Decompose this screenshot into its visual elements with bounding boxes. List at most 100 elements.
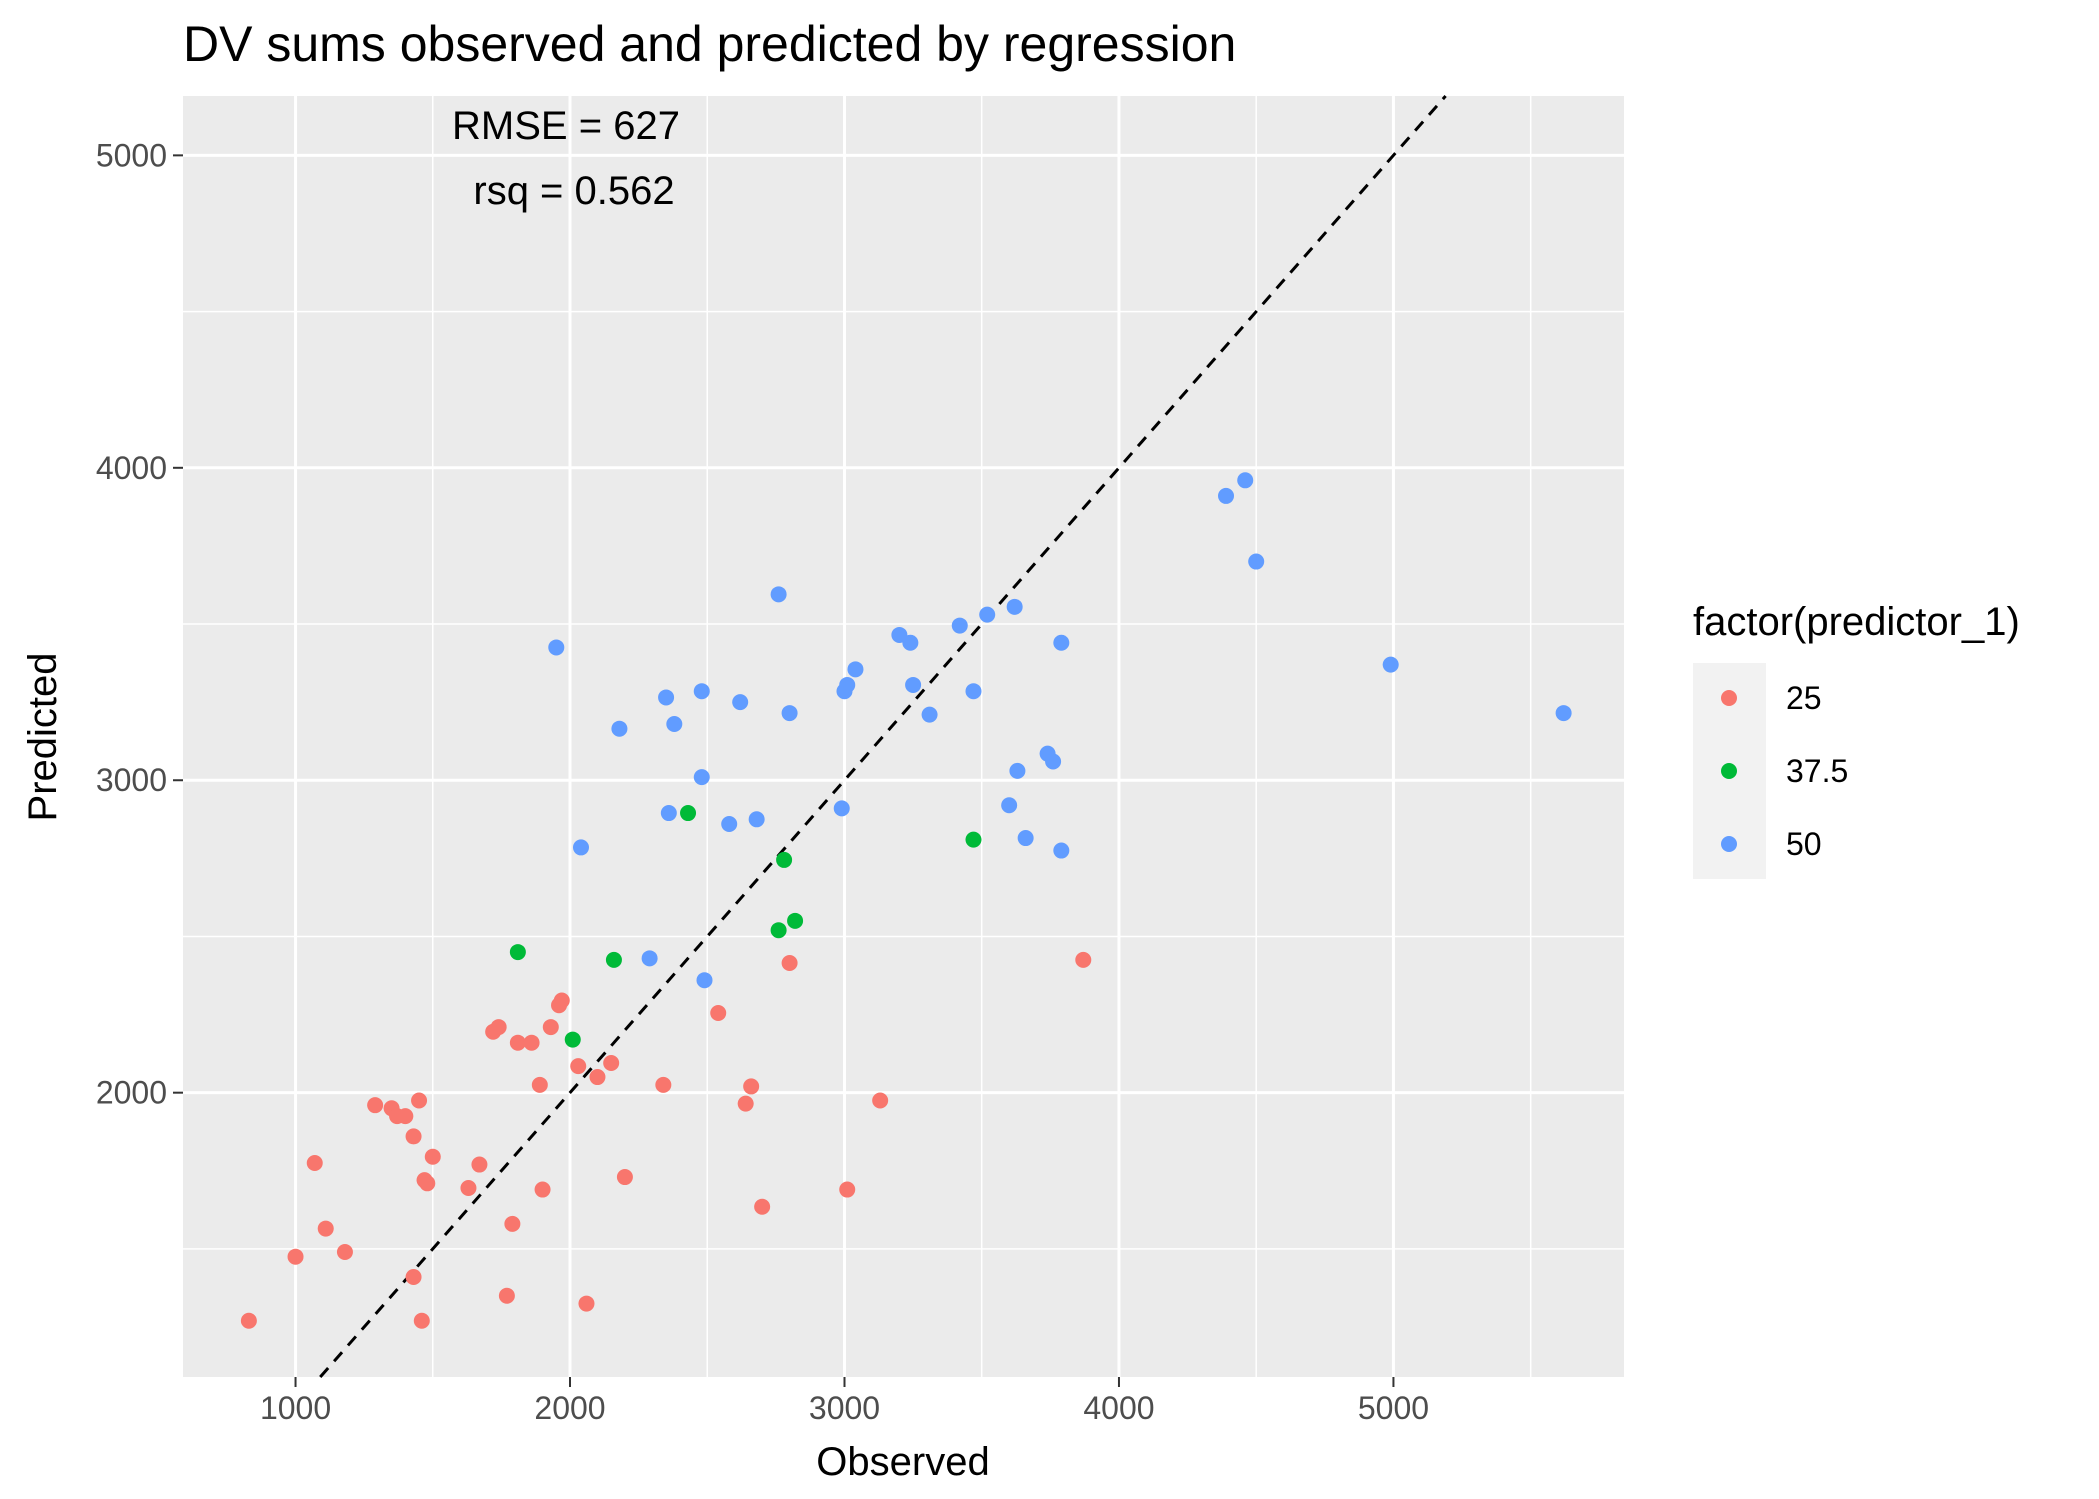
data-point-series-25 <box>553 992 570 1009</box>
data-point-series-37.5 <box>564 1031 581 1048</box>
data-point-series-50 <box>1382 656 1399 673</box>
x-tick-label: 1000 <box>260 1390 331 1426</box>
data-point-series-25 <box>367 1097 384 1114</box>
legend-title: factor(predictor_1) <box>1693 600 2020 644</box>
data-point-series-25 <box>578 1295 595 1312</box>
data-point-series-50 <box>696 972 713 989</box>
data-point-series-50 <box>781 705 798 722</box>
major-gridlines <box>183 96 1624 1377</box>
y-axis-title: Predicted <box>21 653 65 822</box>
data-point-series-50 <box>833 800 850 817</box>
legend: factor(predictor_1) 25 37.5 50 <box>1693 600 2020 879</box>
data-point-series-25 <box>306 1154 323 1171</box>
x-axis: 1000 2000 3000 4000 5000 <box>260 1377 1429 1426</box>
data-point-series-50 <box>1555 705 1572 722</box>
data-point-series-25 <box>504 1215 521 1232</box>
chart-title: DV sums observed and predicted by regres… <box>183 16 1236 72</box>
legend-label: 37.5 <box>1786 753 1848 789</box>
data-point-series-50 <box>1001 797 1018 814</box>
data-point-series-25 <box>616 1169 633 1186</box>
data-point-series-25 <box>531 1076 548 1093</box>
data-point-series-37.5 <box>680 805 697 822</box>
legend-key-37.5 <box>1721 763 1737 779</box>
data-point-series-25 <box>336 1244 353 1261</box>
x-axis-title: Observed <box>816 1440 989 1484</box>
data-point-series-25 <box>424 1148 441 1165</box>
data-point-series-50 <box>641 950 658 967</box>
data-point-series-37.5 <box>787 912 804 929</box>
data-point-series-25 <box>498 1287 515 1304</box>
data-point-series-25 <box>839 1181 856 1198</box>
data-point-series-50 <box>839 676 856 693</box>
x-tick-label: 5000 <box>1358 1390 1429 1426</box>
reference-line-layer <box>319 95 1447 1378</box>
data-point-series-50 <box>732 694 749 711</box>
data-point-series-25 <box>287 1248 304 1265</box>
data-point-series-25 <box>1075 951 1092 968</box>
identity-reference-line <box>319 95 1447 1378</box>
data-point-series-50 <box>965 683 982 700</box>
data-point-series-50 <box>572 839 589 856</box>
y-tick-label: 2000 <box>96 1075 167 1111</box>
y-axis: 2000 3000 4000 5000 <box>96 137 183 1111</box>
data-point-series-25 <box>490 1019 507 1036</box>
rsq-annotation: rsq = 0.562 <box>473 169 674 213</box>
data-point-series-25 <box>460 1179 477 1196</box>
data-point-series-50 <box>905 676 922 693</box>
data-point-series-25 <box>570 1058 587 1075</box>
data-point-series-37.5 <box>965 831 982 848</box>
x-tick-label: 3000 <box>809 1390 880 1426</box>
data-point-series-50 <box>770 586 787 603</box>
y-tick-label: 3000 <box>96 762 167 798</box>
data-point-series-25 <box>317 1220 334 1237</box>
data-point-series-50 <box>847 661 864 678</box>
data-point-series-50 <box>1053 842 1070 859</box>
data-point-series-50 <box>1045 753 1062 770</box>
y-tick-label: 5000 <box>96 137 167 173</box>
y-tick-label: 4000 <box>96 450 167 486</box>
legend-key-25 <box>1721 690 1737 706</box>
data-point-series-25 <box>405 1128 422 1145</box>
data-point-series-50 <box>693 769 710 786</box>
data-point-series-50 <box>1248 553 1265 570</box>
data-point-series-50 <box>951 617 968 634</box>
data-point-series-25 <box>411 1092 428 1109</box>
data-point-series-50 <box>1017 830 1034 847</box>
data-point-series-25 <box>655 1076 672 1093</box>
data-point-series-50 <box>666 716 683 733</box>
data-point-series-37.5 <box>605 951 622 968</box>
legend-key-50 <box>1721 836 1737 852</box>
data-point-series-50 <box>979 606 996 623</box>
data-point-series-50 <box>1053 634 1070 651</box>
data-point-series-50 <box>660 805 677 822</box>
data-point-series-25 <box>534 1181 551 1198</box>
data-point-series-37.5 <box>776 851 793 868</box>
data-point-series-50 <box>693 683 710 700</box>
data-point-series-25 <box>509 1034 526 1051</box>
legend-label: 25 <box>1786 680 1822 716</box>
data-point-series-37.5 <box>509 944 526 961</box>
legend-items: 25 37.5 50 <box>1721 680 1848 862</box>
data-point-series-25 <box>743 1078 760 1095</box>
data-points-layer <box>240 472 1572 1329</box>
data-point-series-37.5 <box>770 922 787 939</box>
data-point-series-50 <box>658 689 675 706</box>
data-point-series-50 <box>1218 487 1235 504</box>
data-point-series-25 <box>405 1269 422 1286</box>
data-point-series-50 <box>721 815 738 832</box>
data-point-series-50 <box>1237 472 1254 489</box>
data-point-series-25 <box>419 1175 436 1192</box>
data-point-series-25 <box>471 1156 488 1173</box>
data-point-series-25 <box>589 1069 606 1086</box>
data-point-series-25 <box>710 1005 727 1022</box>
x-tick-label: 2000 <box>534 1390 605 1426</box>
data-point-series-25 <box>737 1095 754 1112</box>
data-point-series-50 <box>548 639 565 656</box>
legend-label: 50 <box>1786 826 1822 862</box>
rmse-annotation: RMSE = 627 <box>452 104 680 148</box>
data-point-series-25 <box>240 1312 257 1329</box>
plot-panel <box>183 96 1624 1377</box>
data-point-series-50 <box>921 706 938 723</box>
data-point-series-25 <box>542 1019 559 1036</box>
